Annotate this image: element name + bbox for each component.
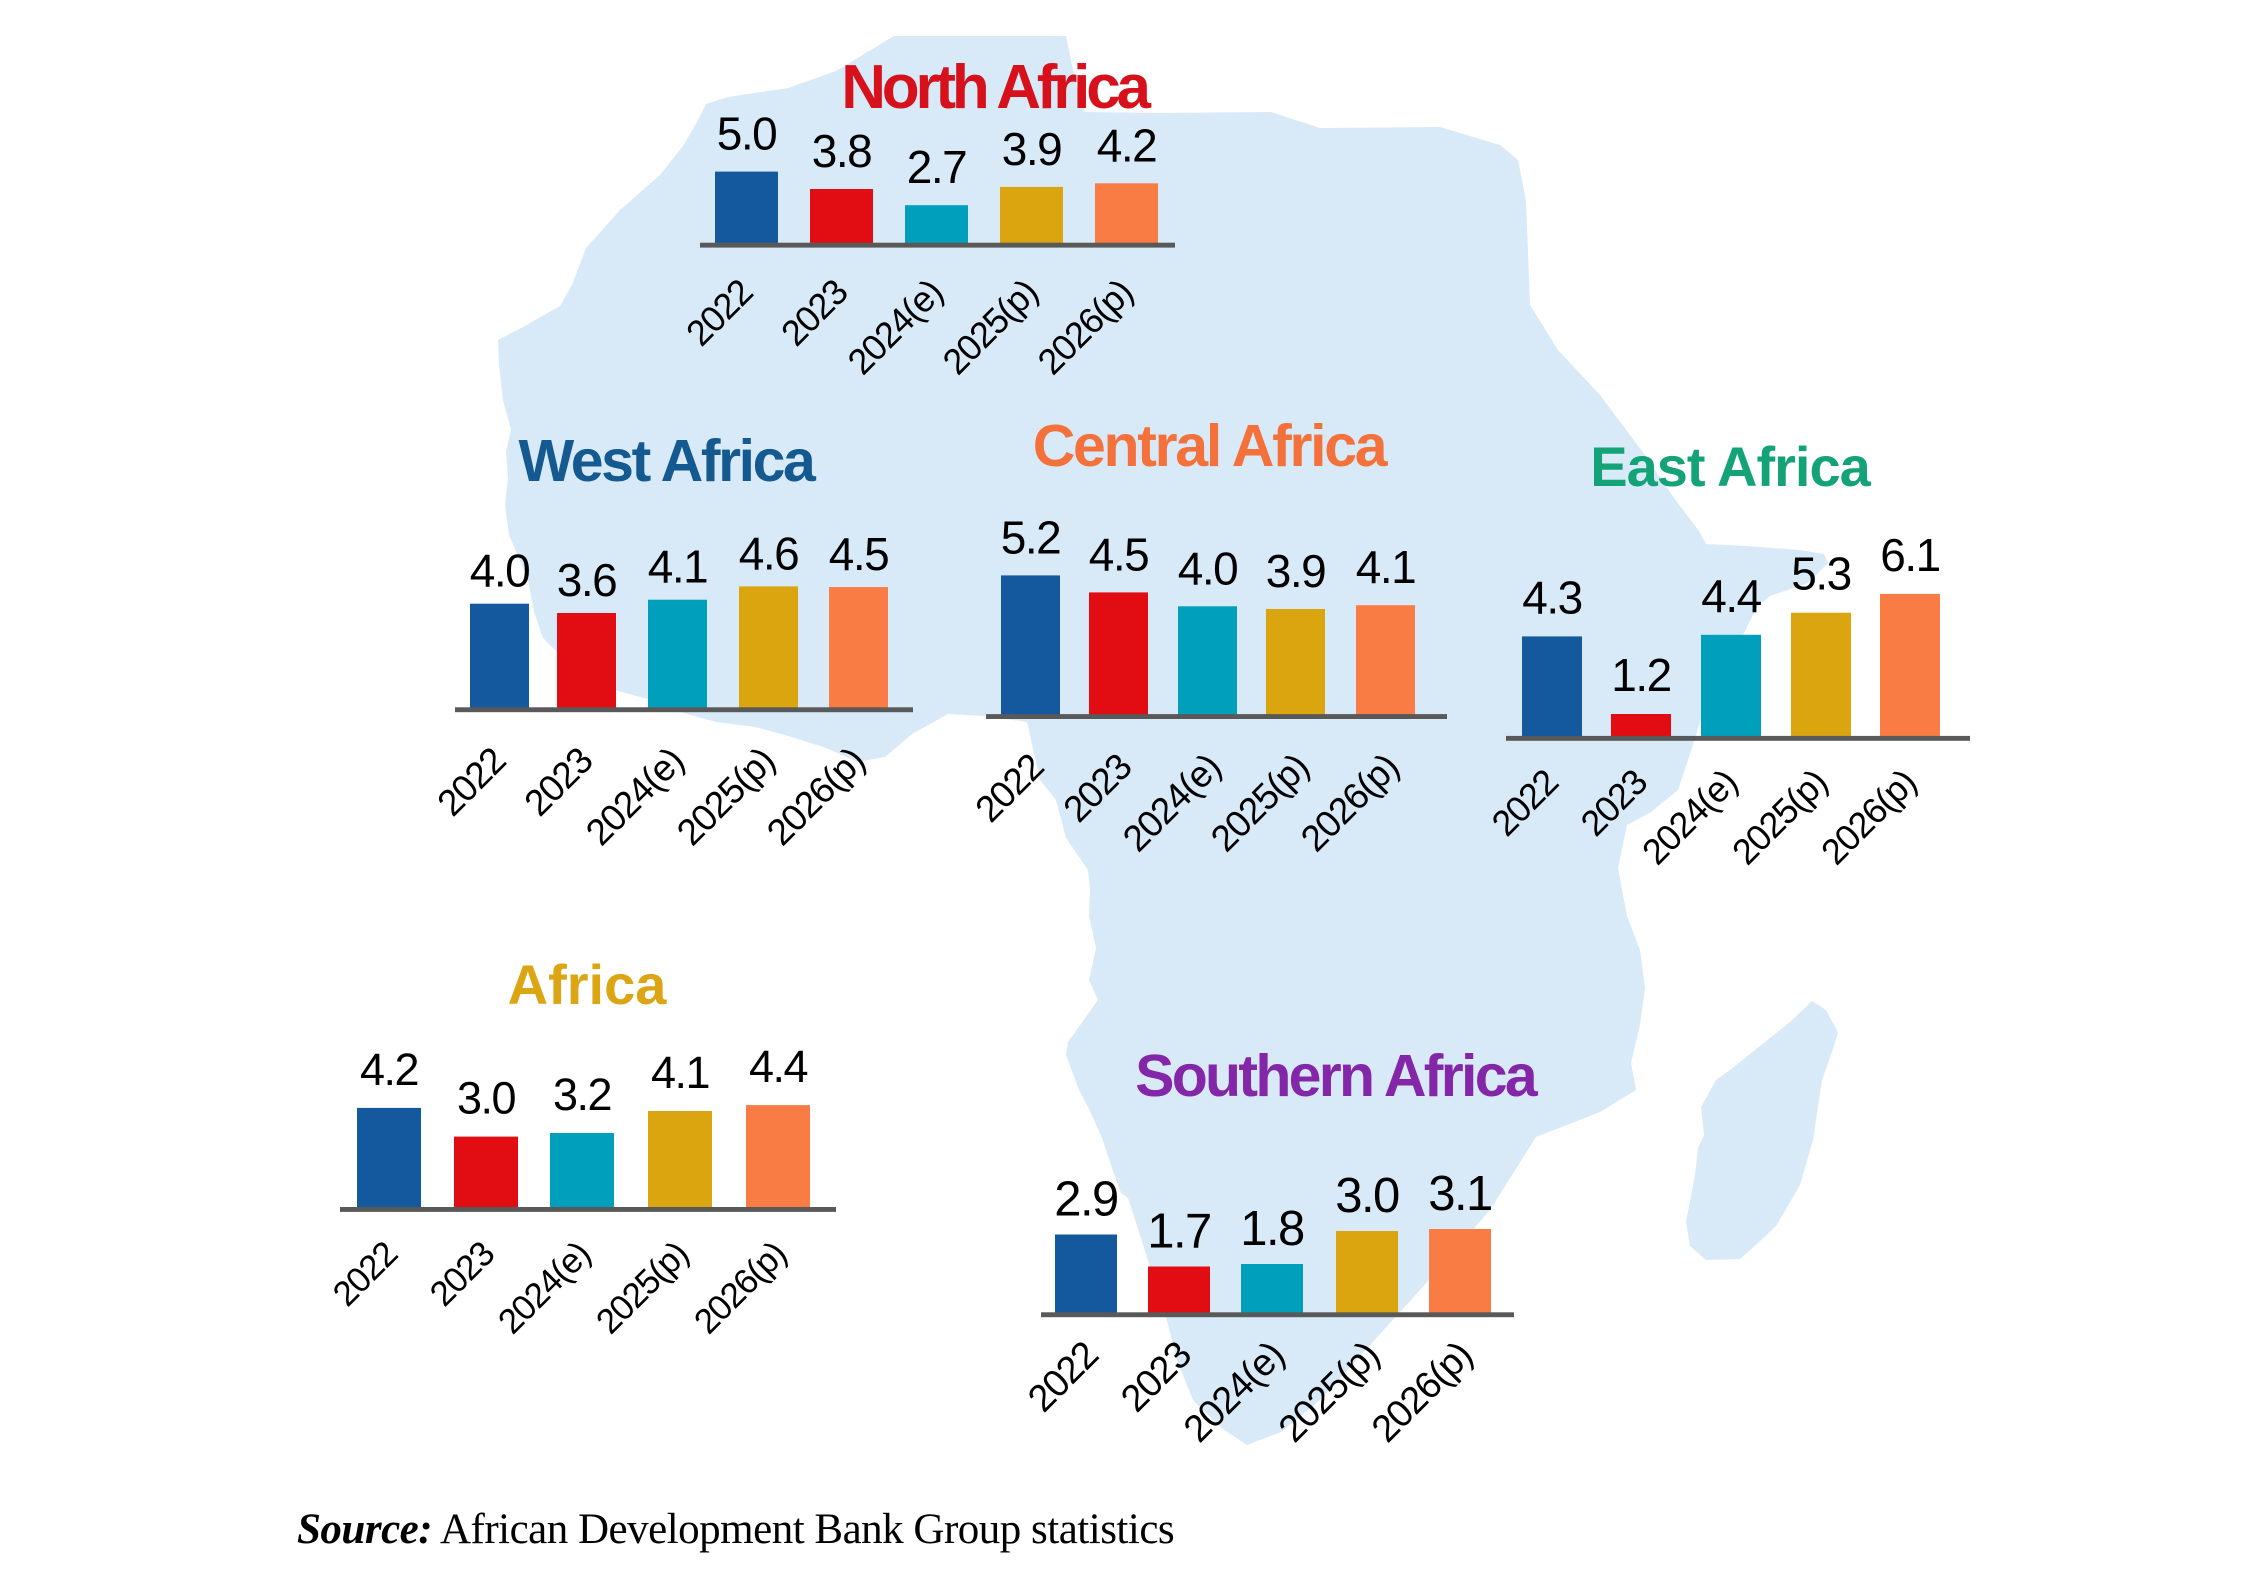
svg-text:4.3: 4.3 bbox=[1522, 571, 1581, 623]
svg-text:2026(p): 2026(p) bbox=[759, 740, 872, 853]
svg-text:1.8: 1.8 bbox=[1240, 1202, 1304, 1256]
svg-text:4.2: 4.2 bbox=[360, 1044, 418, 1095]
svg-text:3.2: 3.2 bbox=[553, 1069, 611, 1120]
svg-text:4.2: 4.2 bbox=[1097, 119, 1156, 171]
svg-text:1.2: 1.2 bbox=[1611, 649, 1670, 701]
svg-text:2026(p): 2026(p) bbox=[1364, 1334, 1480, 1450]
svg-text:5.2: 5.2 bbox=[1001, 511, 1060, 563]
svg-text:2022: 2022 bbox=[429, 740, 513, 824]
svg-text:5.3: 5.3 bbox=[1791, 548, 1850, 600]
svg-text:2025(p): 2025(p) bbox=[589, 1234, 696, 1341]
svg-text:4.1: 4.1 bbox=[648, 541, 707, 593]
svg-text:3.9: 3.9 bbox=[1002, 123, 1061, 175]
svg-text:2025(p): 2025(p) bbox=[1724, 762, 1835, 873]
svg-text:3.8: 3.8 bbox=[812, 125, 871, 177]
svg-text:2022: 2022 bbox=[1020, 1334, 1106, 1420]
svg-text:4.4: 4.4 bbox=[749, 1041, 808, 1092]
svg-text:Source: African Development Ba: Source: African Development Bank Group s… bbox=[297, 1506, 1174, 1553]
svg-text:2023: 2023 bbox=[422, 1234, 501, 1313]
svg-text:North Africa: North Africa bbox=[841, 53, 1151, 122]
svg-text:2026(p): 2026(p) bbox=[1813, 762, 1924, 873]
svg-text:4.6: 4.6 bbox=[739, 527, 798, 579]
svg-text:4.1: 4.1 bbox=[1356, 541, 1415, 593]
svg-text:4.5: 4.5 bbox=[829, 528, 888, 580]
svg-text:4.5: 4.5 bbox=[1089, 528, 1148, 580]
svg-text:3.0: 3.0 bbox=[457, 1073, 516, 1124]
svg-text:6.1: 6.1 bbox=[1880, 529, 1939, 581]
svg-text:West Africa: West Africa bbox=[519, 428, 818, 494]
svg-text:4.0: 4.0 bbox=[470, 545, 529, 597]
svg-text:3.1: 3.1 bbox=[1428, 1167, 1492, 1221]
svg-text:Africa: Africa bbox=[508, 953, 668, 1016]
svg-text:3.0: 3.0 bbox=[1335, 1169, 1399, 1223]
svg-text:5.0: 5.0 bbox=[717, 108, 776, 160]
svg-text:4.1: 4.1 bbox=[651, 1047, 709, 1098]
svg-text:2024(e): 2024(e) bbox=[491, 1234, 598, 1341]
svg-text:2026(p): 2026(p) bbox=[687, 1234, 794, 1341]
svg-text:2023: 2023 bbox=[516, 740, 600, 824]
svg-text:Southern Africa: Southern Africa bbox=[1135, 1043, 1539, 1109]
svg-text:3.9: 3.9 bbox=[1266, 545, 1325, 597]
svg-text:2.9: 2.9 bbox=[1054, 1173, 1118, 1227]
svg-text:4.0: 4.0 bbox=[1178, 542, 1237, 594]
svg-text:1.7: 1.7 bbox=[1147, 1205, 1211, 1259]
svg-text:2025(p): 2025(p) bbox=[669, 740, 782, 853]
svg-text:Central Africa: Central Africa bbox=[1033, 413, 1389, 479]
svg-text:2022: 2022 bbox=[325, 1234, 404, 1313]
svg-text:4.4: 4.4 bbox=[1701, 570, 1761, 622]
svg-text:East Africa: East Africa bbox=[1590, 435, 1871, 498]
svg-text:2.7: 2.7 bbox=[907, 141, 966, 193]
svg-text:3.6: 3.6 bbox=[557, 554, 616, 606]
svg-text:2024(e): 2024(e) bbox=[578, 740, 691, 853]
